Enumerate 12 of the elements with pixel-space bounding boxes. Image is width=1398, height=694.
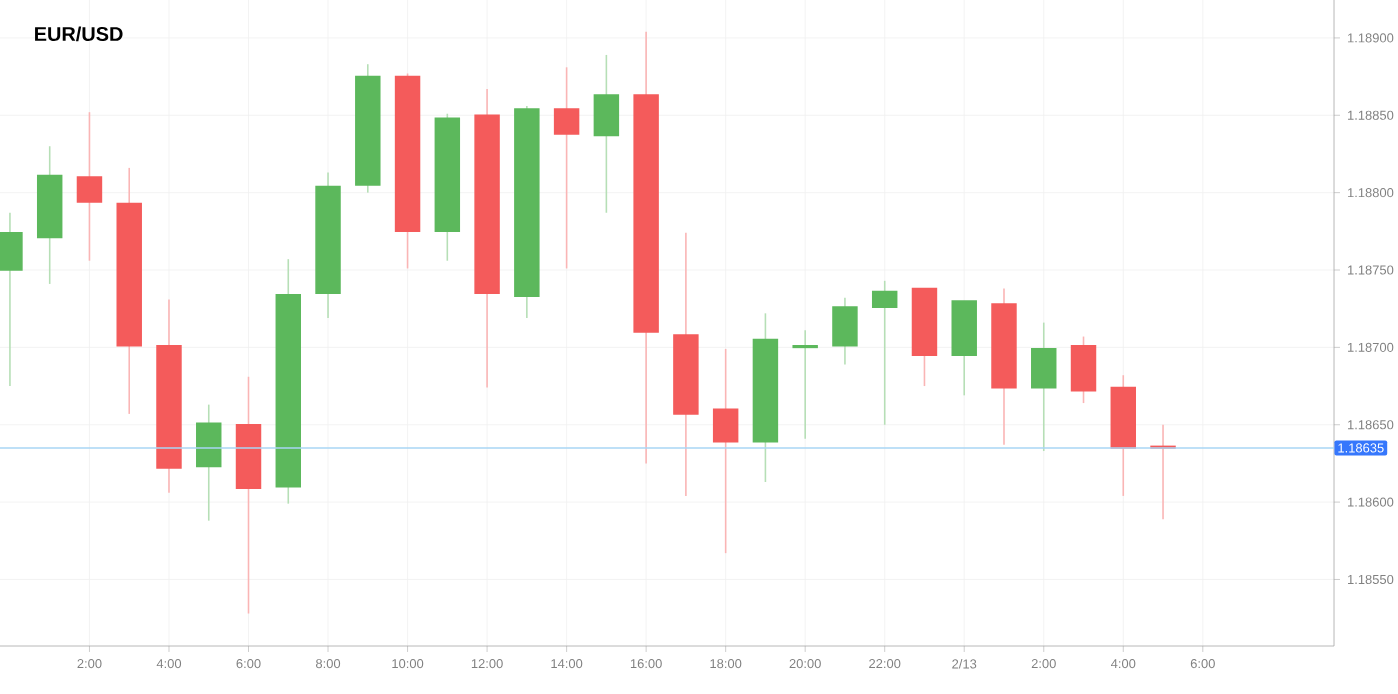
candlestick	[712, 348, 739, 554]
candlestick	[593, 54, 620, 214]
candlestick	[0, 211, 23, 387]
candlestick	[792, 329, 818, 440]
candlestick	[1070, 335, 1097, 404]
text: EUR/USD	[35, 26, 123, 42]
candlestick	[871, 280, 898, 426]
candlestick	[196, 403, 222, 522]
candlestick	[553, 66, 580, 270]
candlestick	[1031, 321, 1057, 452]
candlestick	[832, 297, 858, 366]
candlestick	[76, 111, 103, 262]
